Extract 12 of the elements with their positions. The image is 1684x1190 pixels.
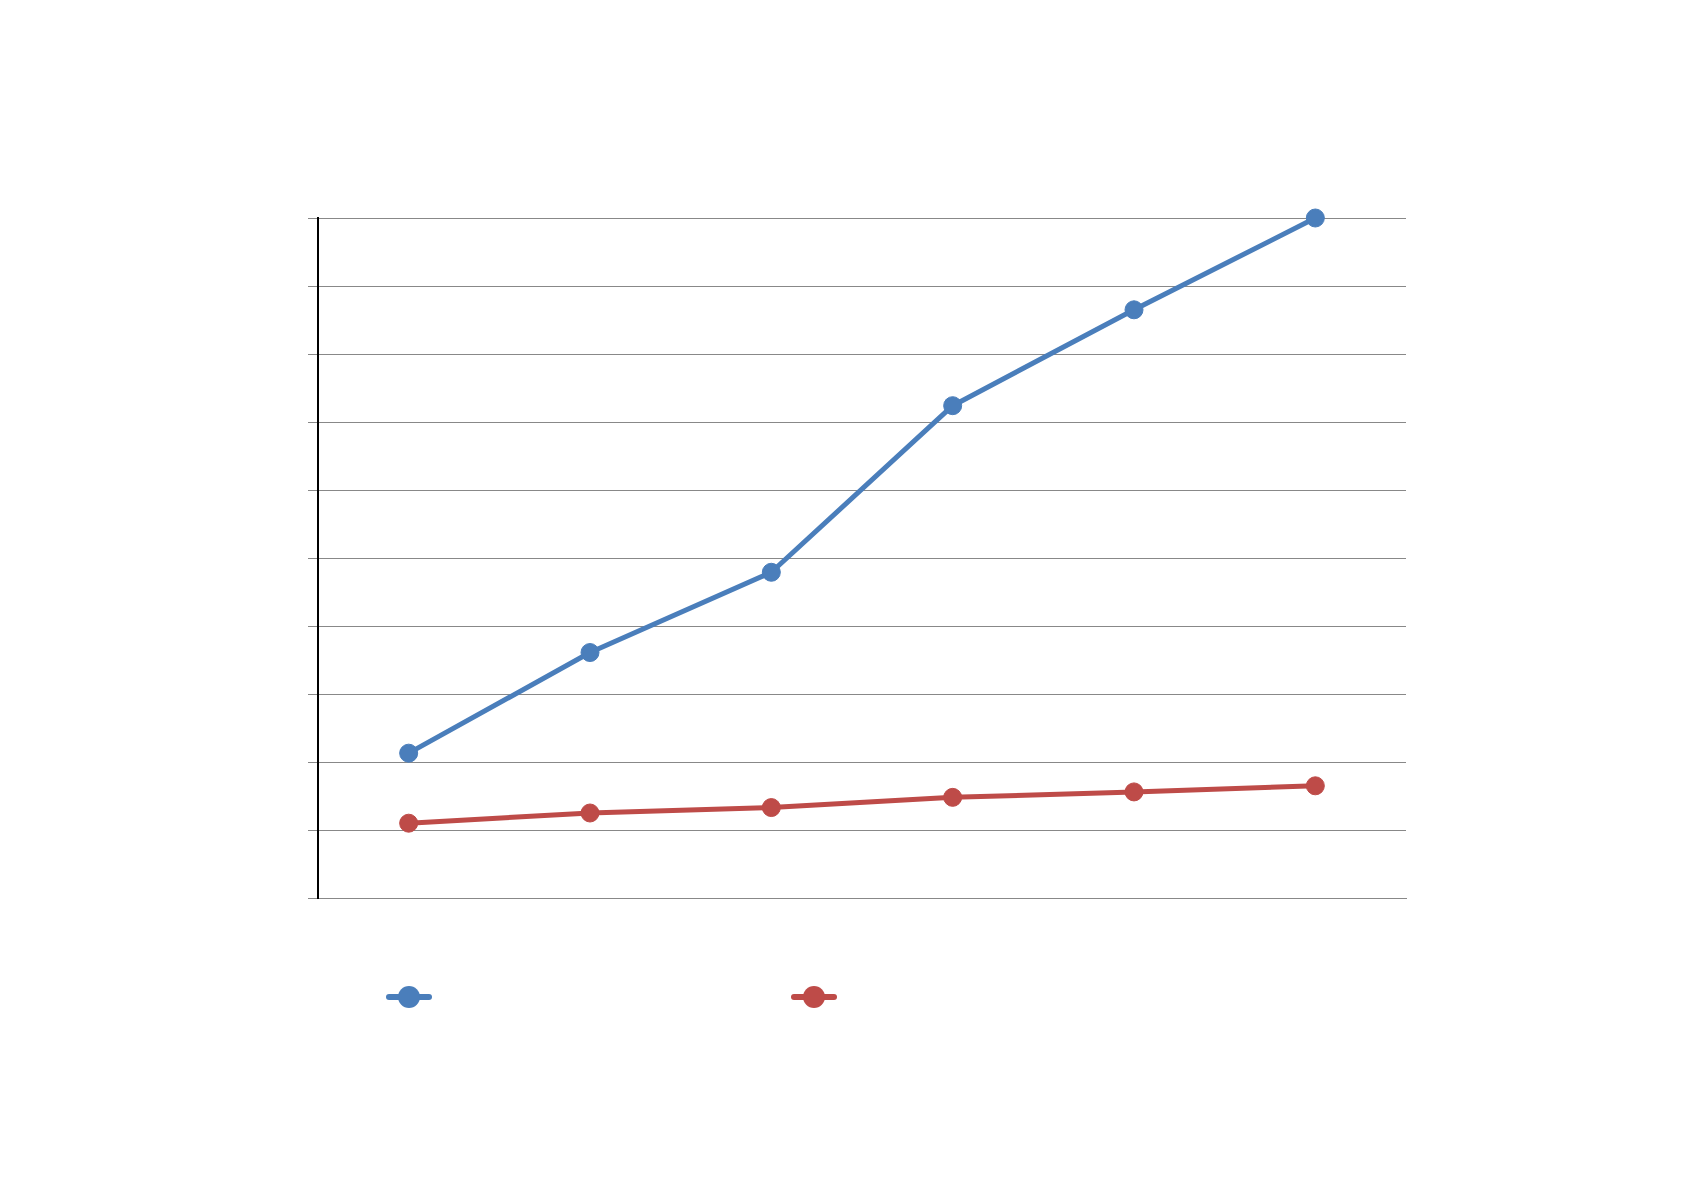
point xyxy=(1305,776,1325,796)
point xyxy=(1124,300,1144,320)
point xyxy=(761,562,781,582)
point xyxy=(761,798,781,818)
point xyxy=(1124,782,1144,802)
point xyxy=(943,396,963,416)
point xyxy=(399,813,419,833)
point xyxy=(943,787,963,807)
point xyxy=(580,803,600,823)
point xyxy=(580,643,600,663)
point xyxy=(1305,208,1325,228)
point xyxy=(399,743,419,763)
